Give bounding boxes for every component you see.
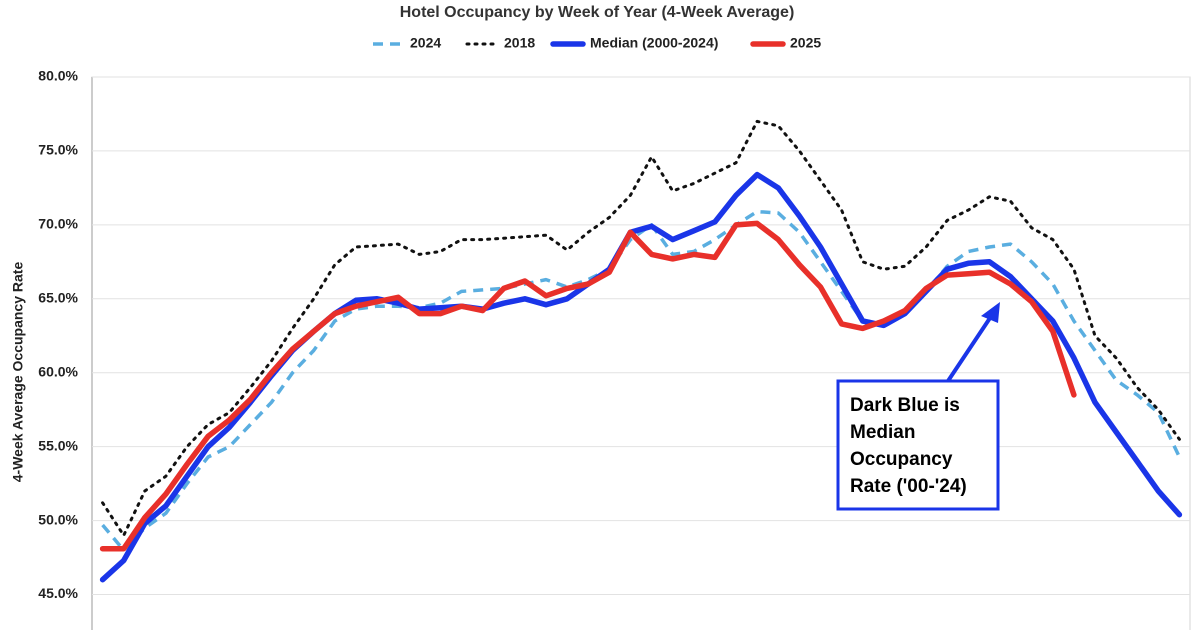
series-lines xyxy=(99,119,1183,583)
series-line xyxy=(99,220,1077,552)
series-line xyxy=(101,119,1181,537)
series-line xyxy=(99,171,1183,583)
annotation-line: Dark Blue is xyxy=(850,395,960,416)
legend-label: Median (2000-2024) xyxy=(590,35,718,51)
legend: 2024 2018 Median (2000-2024) 2025 xyxy=(373,35,821,51)
annotation-line: Median xyxy=(850,422,915,443)
annotation-line: Rate ('00-'24) xyxy=(850,476,967,497)
annotation-line: Occupancy xyxy=(850,449,953,470)
y-tick-label: 70.0% xyxy=(38,216,78,232)
y-tick-label: 75.0% xyxy=(38,142,78,158)
y-tick-label: 55.0% xyxy=(38,437,78,453)
series-line xyxy=(101,209,1181,552)
arrow-head xyxy=(981,302,1000,323)
y-axis-label: 4-Week Average Occupancy Rate xyxy=(10,262,26,483)
y-tick-label: 60.0% xyxy=(38,363,78,379)
y-tick-label: 45.0% xyxy=(38,585,78,601)
y-tick-label: 80.0% xyxy=(38,68,78,84)
annotation-box xyxy=(836,379,1000,511)
grid: 45.0% 50.0% 55.0% 60.0% 65.0% 70.0% 75.0% 80.0% xyxy=(38,68,1190,601)
chart-title: Hotel Occupancy by Week of Year (4-Week … xyxy=(400,4,795,21)
legend-label: 2018 xyxy=(504,35,535,51)
legend-label: 2024 xyxy=(410,35,441,51)
arrow-shaft xyxy=(946,313,994,383)
annotation: Dark Blue is Median Occupancy Rate ('00-'24… xyxy=(836,302,1000,511)
y-tick-label: 50.0% xyxy=(38,511,78,527)
y-tick-label: 65.0% xyxy=(38,289,78,305)
plot-frame xyxy=(91,76,1191,630)
legend-label: 2025 xyxy=(790,35,821,51)
annotation-text: Dark Blue is Median Occupancy Rate ('00-'24… xyxy=(850,395,967,497)
